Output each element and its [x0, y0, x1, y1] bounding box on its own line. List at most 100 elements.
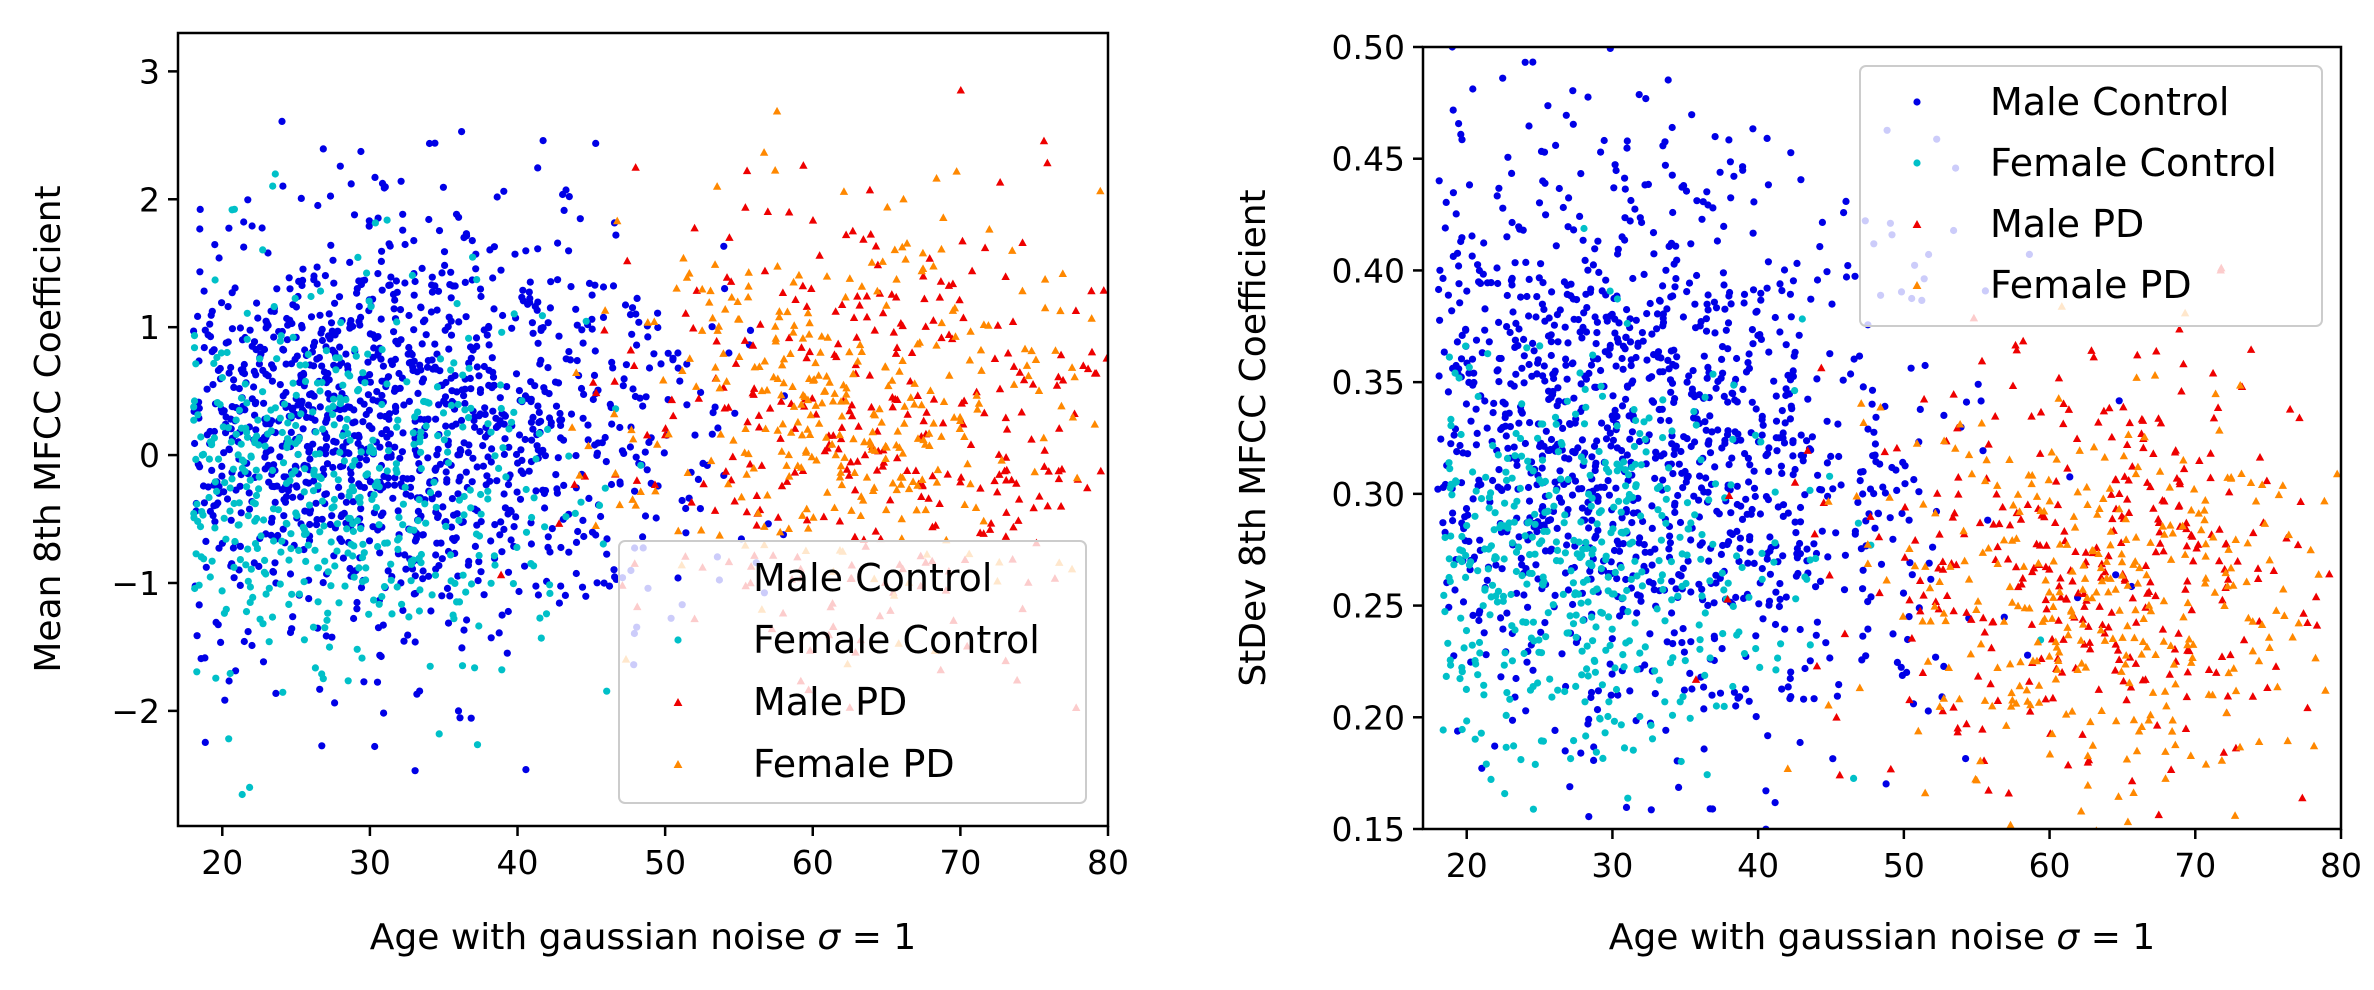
right-point-female-control [1582, 732, 1590, 740]
right-point-male-control [1758, 565, 1766, 573]
left-point-male-control [552, 471, 560, 479]
left-point-male-control [488, 445, 496, 453]
right-point-male-pd [2233, 556, 2242, 565]
right-point-female-pd [2283, 736, 2292, 745]
left-point-male-pd [1083, 483, 1092, 492]
right-point-female-pd [2052, 455, 2061, 463]
left-legend-label-female-pd: Female PD [753, 742, 955, 786]
right-point-female-control [1491, 509, 1499, 517]
right-point-male-pd [2045, 565, 2054, 573]
right-point-female-pd [2016, 657, 2025, 666]
right-point-female-control [1572, 682, 1580, 691]
right-y-tick-label: 0.35 [1332, 363, 1405, 402]
left-point-female-control [235, 406, 243, 414]
right-point-female-pd [2034, 559, 2043, 567]
right-point-female-control [1697, 456, 1705, 464]
right-point-male-control [1547, 338, 1555, 346]
right-point-female-control [1615, 497, 1623, 505]
left-point-male-control [327, 319, 336, 327]
right-point-male-pd [2053, 500, 2063, 509]
left-point-female-pd [785, 472, 794, 480]
right-point-female-pd [1898, 612, 1908, 620]
left-point-female-pd [1087, 314, 1096, 322]
left-point-female-control [612, 405, 620, 413]
left-point-male-control [264, 321, 272, 329]
right-point-male-control [1905, 613, 1913, 621]
right-point-female-pd [2026, 700, 2035, 709]
left-point-female-pd [779, 378, 788, 387]
left-point-female-control [329, 402, 337, 410]
left-point-female-pd [803, 308, 813, 317]
right-point-female-control [1740, 650, 1749, 658]
right-point-male-pd [2181, 724, 2191, 732]
right-point-female-pd [2088, 741, 2098, 749]
right-point-female-control [1618, 594, 1626, 602]
right-point-male-control [1829, 485, 1837, 493]
left-point-male-control [496, 394, 504, 402]
right-points-layer [1434, 47, 2341, 829]
left-point-female-control [190, 403, 198, 411]
right-point-male-control [1682, 187, 1691, 195]
left-point-male-control [225, 369, 233, 377]
right-point-female-pd [2236, 381, 2245, 389]
right-point-male-control [1771, 620, 1780, 629]
left-point-male-control [228, 325, 236, 333]
left-point-female-control [378, 593, 386, 601]
left-point-male-control [279, 392, 287, 400]
right-point-male-control [1757, 335, 1765, 343]
right-point-female-pd [2007, 688, 2016, 697]
right-point-female-control [1550, 502, 1558, 510]
left-point-female-pd [749, 463, 758, 472]
right-point-male-pd [1900, 502, 1910, 511]
right-point-male-pd [1907, 633, 1917, 642]
right-point-male-control [1470, 378, 1478, 387]
left-point-female-pd [847, 506, 856, 514]
right-point-female-control [1557, 439, 1565, 447]
left-point-male-control [425, 139, 434, 148]
left-point-female-pd [822, 272, 832, 280]
right-point-male-control [1489, 476, 1497, 485]
right-point-female-pd [2142, 642, 2152, 651]
left-series-female-pd [567, 106, 1105, 668]
left-point-male-pd [911, 466, 921, 474]
right-point-female-control [1500, 661, 1508, 669]
right-point-female-pd [2221, 568, 2230, 577]
right-point-male-control [1502, 432, 1510, 440]
left-point-female-control [417, 550, 425, 559]
left-point-female-control [363, 470, 372, 478]
right-point-male-control [1669, 470, 1677, 478]
right-point-female-control [1597, 608, 1605, 616]
right-point-male-pd [2217, 652, 2227, 661]
left-point-male-control [259, 658, 268, 666]
right-point-female-control [1531, 550, 1539, 558]
right-point-male-pd [1892, 443, 1902, 452]
right-point-male-control [1616, 612, 1624, 620]
left-point-male-control [271, 498, 279, 506]
right-point-female-control [1610, 590, 1618, 598]
left-point-male-pd [1009, 362, 1019, 370]
left-point-male-pd [835, 516, 845, 525]
right-point-male-control [1653, 310, 1662, 318]
right-point-male-pd [1724, 491, 1734, 499]
left-point-female-control [228, 475, 236, 483]
right-point-female-control [1494, 451, 1502, 459]
right-point-male-control [1518, 364, 1526, 372]
right-point-female-control [1619, 651, 1627, 659]
left-point-male-control [411, 638, 419, 646]
right-point-female-control [1606, 287, 1614, 295]
right-point-male-control [1840, 586, 1849, 594]
left-point-male-control [318, 515, 326, 523]
left-point-male-pd [921, 322, 930, 330]
left-point-female-control [394, 536, 402, 544]
right-point-female-control [1549, 601, 1557, 609]
left-point-female-control [510, 310, 518, 318]
left-point-female-control [346, 488, 354, 496]
right-point-female-control [1636, 712, 1644, 721]
left-point-male-control [694, 475, 703, 483]
right-point-male-control [1449, 189, 1457, 197]
right-point-male-control [2112, 571, 2120, 579]
right-point-female-pd [2024, 470, 2033, 479]
left-point-male-control [641, 512, 650, 520]
right-point-male-pd [1723, 594, 1732, 603]
right-point-male-pd [1948, 513, 1957, 521]
